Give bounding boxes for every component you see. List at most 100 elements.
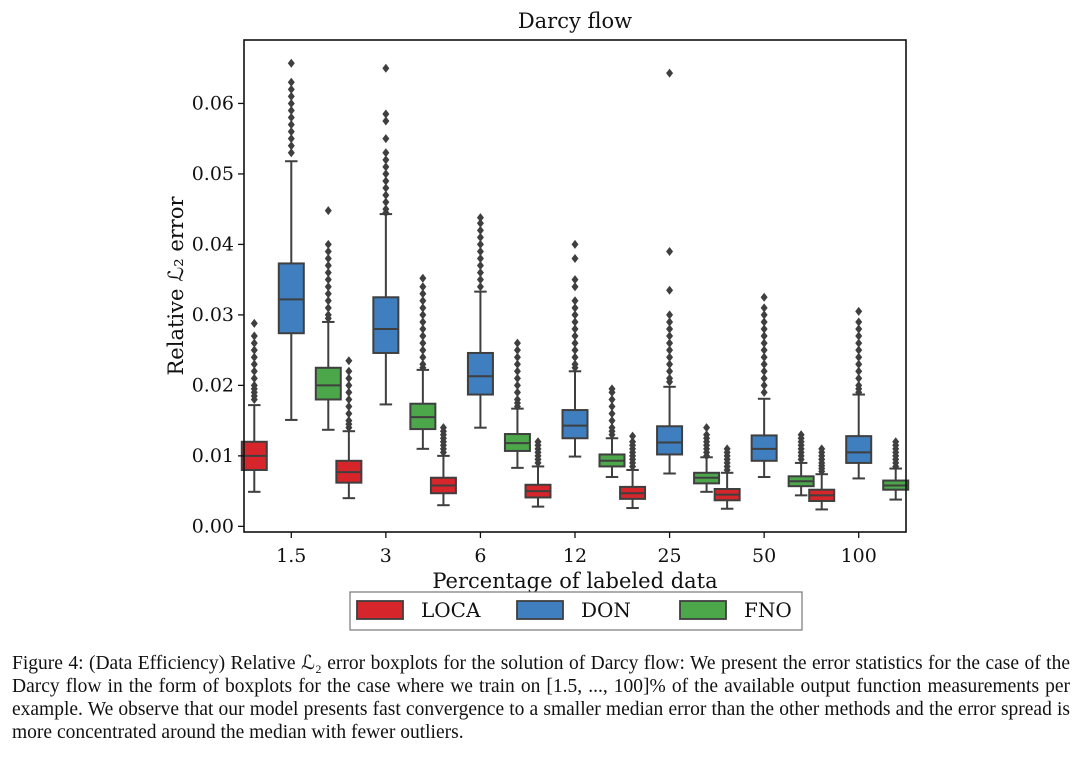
outlier-point bbox=[666, 373, 674, 383]
outlier-point bbox=[513, 394, 521, 404]
outlier-point bbox=[666, 366, 674, 376]
outlier-point bbox=[324, 261, 332, 271]
x-tick-label: 12 bbox=[563, 545, 587, 567]
outlier-point bbox=[287, 120, 295, 130]
outlier-point bbox=[760, 345, 768, 355]
legend-frame bbox=[349, 591, 803, 631]
outlier-point bbox=[287, 58, 295, 68]
outlier-point bbox=[571, 359, 579, 369]
outlier-point bbox=[513, 373, 521, 383]
y-tick-label: 0.05 bbox=[192, 163, 234, 185]
outlier-point bbox=[419, 345, 427, 355]
outlier-point bbox=[382, 109, 390, 119]
outlier-point bbox=[287, 91, 295, 101]
outlier-point bbox=[571, 310, 579, 320]
outlier-point bbox=[666, 310, 674, 320]
outlier-point bbox=[703, 423, 711, 433]
outlier-point bbox=[571, 317, 579, 327]
box-fno-6 bbox=[503, 338, 531, 469]
box-don-100 bbox=[845, 306, 873, 480]
outlier-point bbox=[629, 437, 637, 447]
box-fno-12 bbox=[598, 384, 626, 479]
outlier-point bbox=[382, 176, 390, 186]
outlier-point bbox=[250, 380, 258, 390]
x-tick-label: 100 bbox=[841, 545, 877, 567]
caption-line: the case of the Darcy flow in the form o… bbox=[12, 653, 1070, 697]
legend-swatch bbox=[516, 600, 564, 620]
outlier-point bbox=[513, 366, 521, 376]
outlier-point bbox=[324, 303, 332, 313]
box-loca-3 bbox=[335, 356, 363, 500]
outlier-point bbox=[513, 352, 521, 362]
box-loca-50 bbox=[713, 444, 741, 510]
outlier-point bbox=[250, 318, 258, 328]
outlier-point bbox=[608, 409, 616, 419]
outlier-point bbox=[666, 338, 674, 348]
outlier-point bbox=[419, 273, 427, 283]
outlier-point bbox=[345, 402, 353, 412]
x-tick-label: 1.5 bbox=[276, 545, 306, 567]
outlier-point bbox=[476, 254, 484, 264]
outlier-point bbox=[287, 148, 295, 158]
legend-swatch bbox=[679, 600, 727, 620]
outlier-point bbox=[382, 169, 390, 179]
outlier-point bbox=[476, 225, 484, 235]
outlier-point bbox=[855, 359, 863, 369]
x-axis: 1.5 3 6 12 25 50 100 bbox=[276, 532, 877, 567]
outlier-point bbox=[324, 268, 332, 278]
outlier-point bbox=[723, 444, 731, 454]
outlier-point bbox=[287, 134, 295, 144]
outlier-point bbox=[666, 359, 674, 369]
box-loca-1.5 bbox=[240, 318, 268, 493]
outlier-point bbox=[250, 345, 258, 355]
outlier-point bbox=[250, 366, 258, 376]
outlier-point bbox=[419, 338, 427, 348]
box-fno-25 bbox=[693, 423, 721, 493]
outlier-point bbox=[571, 352, 579, 362]
series-don bbox=[277, 58, 873, 480]
outlier-point bbox=[571, 338, 579, 348]
y-tick-label: 0.06 bbox=[192, 92, 234, 114]
chart-title: Darcy flow bbox=[518, 9, 632, 33]
outlier-point bbox=[324, 289, 332, 299]
outlier-point bbox=[250, 359, 258, 369]
outlier-point bbox=[250, 373, 258, 383]
outlier-point bbox=[476, 275, 484, 285]
outlier-point bbox=[345, 373, 353, 383]
outlier-point bbox=[345, 380, 353, 390]
outlier-point bbox=[324, 275, 332, 285]
x-tick-label: 25 bbox=[657, 545, 681, 567]
box-iqr bbox=[372, 296, 400, 354]
outlier-point bbox=[760, 303, 768, 313]
outlier-point bbox=[608, 402, 616, 412]
box-iqr bbox=[277, 262, 305, 335]
outlier-point bbox=[476, 218, 484, 228]
caption-line: function measurements per example. We ob… bbox=[12, 676, 1071, 720]
box-iqr bbox=[845, 435, 873, 464]
box-don-50 bbox=[750, 292, 778, 479]
outlier-point bbox=[287, 127, 295, 137]
outlier-point bbox=[324, 239, 332, 249]
outlier-point bbox=[287, 98, 295, 108]
box-iqr bbox=[656, 425, 684, 456]
box-fno-1.5 bbox=[314, 206, 342, 431]
outlier-point bbox=[760, 292, 768, 302]
outlier-point bbox=[608, 394, 616, 404]
outlier-point bbox=[513, 359, 521, 369]
outlier-point bbox=[287, 141, 295, 151]
outlier-point bbox=[629, 431, 637, 441]
outlier-point bbox=[571, 345, 579, 355]
outlier-point bbox=[382, 190, 390, 200]
outlier-point bbox=[760, 331, 768, 341]
legend-label: FNO bbox=[744, 598, 792, 622]
outlier-point bbox=[419, 331, 427, 341]
box-don-3 bbox=[372, 63, 400, 406]
box-iqr bbox=[561, 409, 589, 440]
outlier-point bbox=[419, 317, 427, 327]
outlier-point bbox=[382, 116, 390, 126]
outlier-point bbox=[439, 423, 447, 433]
outlier-point bbox=[703, 430, 711, 440]
outlier-point bbox=[760, 366, 768, 376]
outlier-point bbox=[419, 324, 427, 334]
outlier-point bbox=[419, 359, 427, 369]
